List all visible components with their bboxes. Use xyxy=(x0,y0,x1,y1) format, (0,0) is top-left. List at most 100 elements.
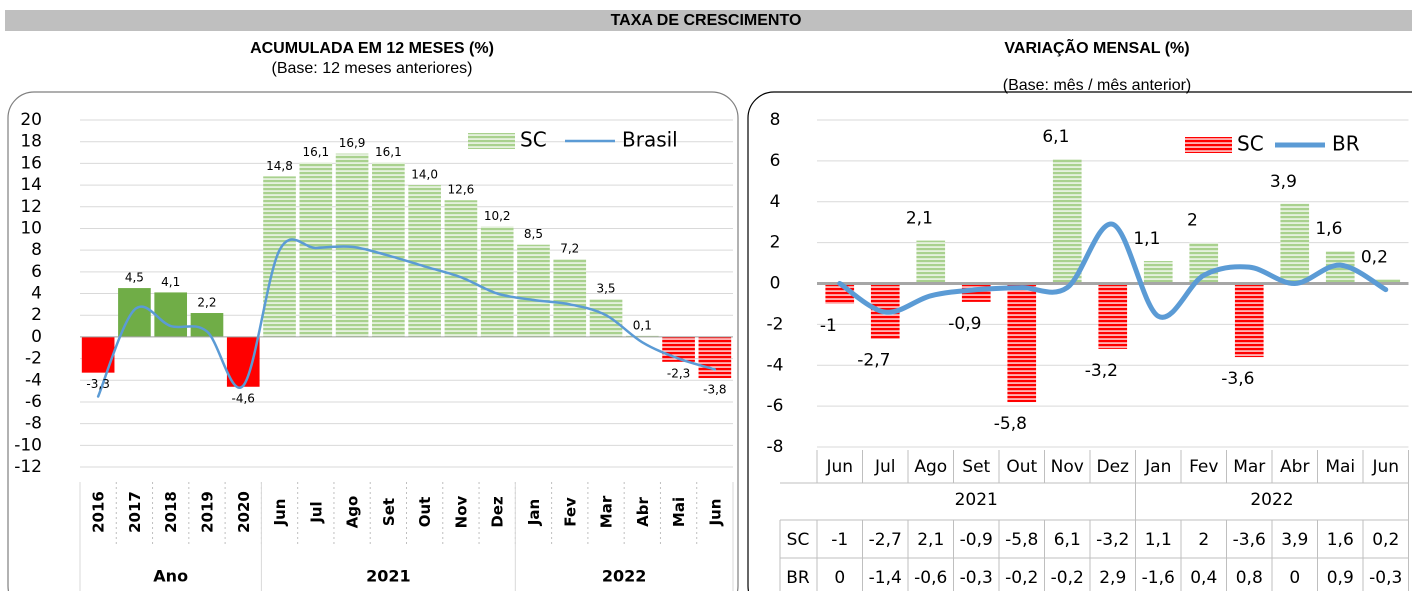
x-tick-label: Ago xyxy=(914,457,947,477)
table-cell: 0 xyxy=(834,568,845,588)
chart-subtitle: (Base: 12 meses anteriores) xyxy=(272,60,473,77)
x-tick-label: Jun xyxy=(271,499,289,527)
table-cell: -3,6 xyxy=(1233,530,1266,550)
bar xyxy=(335,153,369,337)
table-cell: 6,1 xyxy=(1054,530,1081,550)
table-cell: -0,9 xyxy=(960,530,993,550)
x-tick-label: Mar xyxy=(598,495,616,528)
data-label: -2,7 xyxy=(857,351,890,371)
x-tick-label: Mai xyxy=(670,497,688,527)
table-row-label: SC xyxy=(787,530,810,550)
bar xyxy=(372,162,405,337)
bar xyxy=(1007,283,1037,403)
bar xyxy=(698,336,732,379)
table-cell: 2 xyxy=(1198,530,1209,550)
line xyxy=(837,221,1389,320)
x-tick-label: Jun xyxy=(825,457,853,477)
table-cell: -3,2 xyxy=(1096,530,1129,550)
table-cell: -0,6 xyxy=(914,568,947,588)
x-tick-label: 2020 xyxy=(235,491,253,533)
x-tick-label: Abr xyxy=(634,497,652,527)
table-cell: -0,3 xyxy=(960,568,993,588)
x-group-label: 2021 xyxy=(366,567,411,586)
y-tick-label: -10 xyxy=(14,435,42,455)
legend-label: SC xyxy=(1237,132,1264,156)
table-cell: 2,9 xyxy=(1099,568,1126,588)
table-cell: -1,6 xyxy=(1142,568,1175,588)
y-tick-label: -4 xyxy=(25,370,42,390)
bar xyxy=(589,298,623,337)
legend-label: Brasil xyxy=(622,128,678,152)
y-tick-label: -12 xyxy=(14,457,42,477)
data-label: -0,9 xyxy=(948,314,981,334)
legend-swatch xyxy=(468,133,515,149)
table-cell: 3,9 xyxy=(1281,530,1308,550)
data-label: 14,8 xyxy=(266,159,293,173)
x-tick-label: Out xyxy=(1006,457,1037,477)
y-tick-label: 8 xyxy=(770,110,781,130)
x-tick-label: Set xyxy=(962,457,990,477)
bar xyxy=(1098,283,1128,349)
y-tick-label: -8 xyxy=(25,414,42,434)
y-tick-label: 4 xyxy=(770,192,781,212)
y-tick-label: 4 xyxy=(31,284,42,304)
y-tick-label: 8 xyxy=(31,240,42,260)
bar xyxy=(190,313,224,337)
data-label: -3,2 xyxy=(1085,361,1118,381)
x-tick-label: Jul xyxy=(874,457,896,477)
data-label: 16,1 xyxy=(302,145,329,159)
y-tick-label: 10 xyxy=(20,218,42,238)
x-tick-label: Nov xyxy=(1051,457,1084,477)
x-tick-label: Jun xyxy=(1371,457,1399,477)
bar xyxy=(154,292,188,337)
legend-swatch xyxy=(1185,137,1232,153)
data-label: 2,1 xyxy=(906,209,933,229)
table-cell: -1,4 xyxy=(869,568,902,588)
data-label: 10,2 xyxy=(484,209,511,223)
legend-label: BR xyxy=(1332,132,1360,156)
data-label: 16,9 xyxy=(339,136,366,150)
y-tick-label: -2 xyxy=(767,314,784,334)
y-tick-label: 16 xyxy=(20,153,42,173)
y-tick-label: 12 xyxy=(20,197,42,217)
x-tick-label: Dez xyxy=(489,496,507,528)
table-cell: 0,8 xyxy=(1236,568,1263,588)
chart-subtitle: (Base: mês / mês anterior) xyxy=(1003,77,1192,94)
table-cell: 2,1 xyxy=(917,530,944,550)
bar xyxy=(444,200,478,337)
table-cell: 1,1 xyxy=(1145,530,1172,550)
x-tick-label: Nov xyxy=(452,495,470,528)
y-tick-label: 0 xyxy=(770,274,781,294)
table-cell: -0,2 xyxy=(1005,568,1038,588)
bar xyxy=(480,226,514,337)
bar xyxy=(553,258,587,337)
data-label: -3,3 xyxy=(86,377,109,391)
chart-frame xyxy=(747,91,1412,591)
y-tick-label: 6 xyxy=(770,151,781,171)
table-cell: -0,3 xyxy=(1369,568,1402,588)
bar xyxy=(299,162,333,337)
bar xyxy=(408,185,441,337)
x-tick-label: 2017 xyxy=(126,491,144,533)
data-label: 4,5 xyxy=(125,271,144,285)
data-label: 3,9 xyxy=(1270,172,1297,192)
chart-frame xyxy=(7,91,739,591)
x-tick-label: Mai xyxy=(1325,457,1355,477)
data-label: 6,1 xyxy=(1042,127,1069,147)
chart-title: ACUMULADA EM 12 MESES (%) xyxy=(250,40,494,57)
y-tick-label: -4 xyxy=(767,355,784,375)
y-tick-label: 0 xyxy=(31,327,42,347)
x-tick-label: Fev xyxy=(1189,457,1218,477)
bar xyxy=(1052,158,1082,284)
x-tick-label: Abr xyxy=(1280,457,1309,477)
x-group-label: Ano xyxy=(153,567,188,586)
table-row-label: BR xyxy=(786,568,810,588)
data-label: 0,2 xyxy=(1361,247,1388,267)
y-tick-label: 20 xyxy=(20,110,42,130)
header-bar xyxy=(5,10,1412,31)
data-label: 14,0 xyxy=(411,168,438,182)
x-tick-label: 2018 xyxy=(162,491,180,533)
bar xyxy=(916,240,946,284)
y-tick-label: 2 xyxy=(31,305,42,325)
